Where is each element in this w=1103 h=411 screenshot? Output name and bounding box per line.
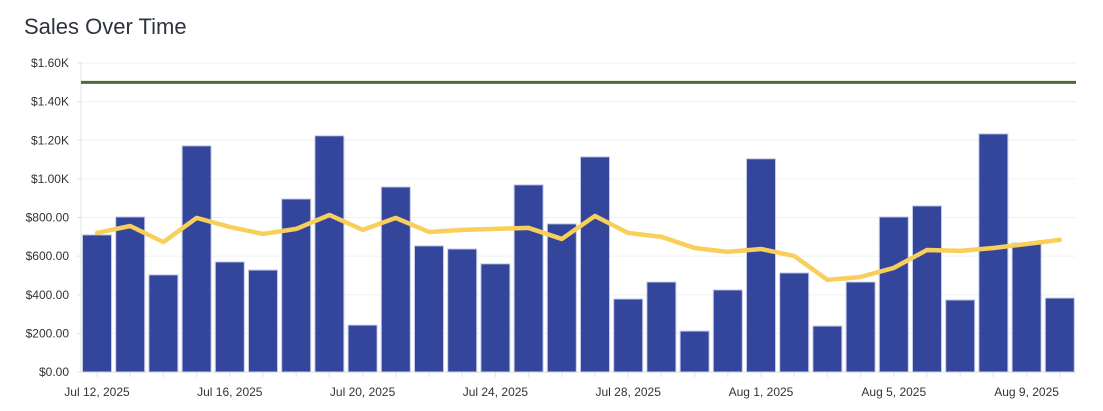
y-tick-label: $1.40K: [31, 95, 69, 109]
x-tick-label: Jul 16, 2025: [197, 385, 263, 399]
bar: [513, 184, 544, 373]
x-tick-label: Jul 24, 2025: [463, 385, 529, 399]
bar: [115, 216, 146, 373]
bar: [414, 245, 444, 373]
bar: [812, 325, 843, 373]
bar: [248, 269, 278, 373]
bar: [845, 281, 876, 373]
y-tick-label: $1.60K: [31, 56, 69, 70]
bar: [912, 205, 942, 373]
bar: [148, 274, 179, 373]
bar: [380, 186, 411, 373]
y-tick-label: $400.00: [26, 288, 70, 302]
y-tick-label: $1.20K: [31, 133, 69, 147]
bar: [646, 281, 677, 373]
bar: [314, 135, 345, 373]
bar: [712, 289, 743, 373]
y-tick-label: $1.00K: [31, 172, 69, 186]
x-tick-label: Aug 9, 2025: [994, 385, 1059, 399]
bar: [347, 324, 378, 373]
y-tick-label: $0.00: [39, 365, 69, 379]
bar: [1044, 297, 1075, 373]
x-tick-label: Jul 20, 2025: [330, 385, 396, 399]
x-tick-label: Aug 5, 2025: [861, 385, 926, 399]
bar: [1011, 242, 1042, 373]
bar: [82, 234, 112, 373]
bar: [978, 133, 1009, 373]
x-tick-label: Aug 1, 2025: [729, 385, 794, 399]
y-tick-label: $800.00: [26, 211, 70, 225]
trend-line: [94, 212, 1063, 283]
bar: [779, 272, 810, 373]
bar: [480, 263, 511, 373]
bar: [945, 299, 976, 373]
bar: [447, 248, 478, 373]
x-tick-label: Jul 28, 2025: [596, 385, 662, 399]
bar: [878, 216, 909, 373]
bar: [746, 158, 776, 373]
x-tick-label: Jul 12, 2025: [64, 385, 130, 399]
y-tick-label: $200.00: [26, 326, 70, 340]
chart-title: Sales Over Time: [24, 14, 187, 39]
bar: [613, 298, 644, 373]
bar: [546, 223, 577, 373]
bar: [181, 145, 212, 373]
bar: [214, 261, 245, 373]
bar: [580, 156, 610, 373]
y-tick-label: $600.00: [26, 249, 70, 263]
bar: [679, 330, 710, 373]
